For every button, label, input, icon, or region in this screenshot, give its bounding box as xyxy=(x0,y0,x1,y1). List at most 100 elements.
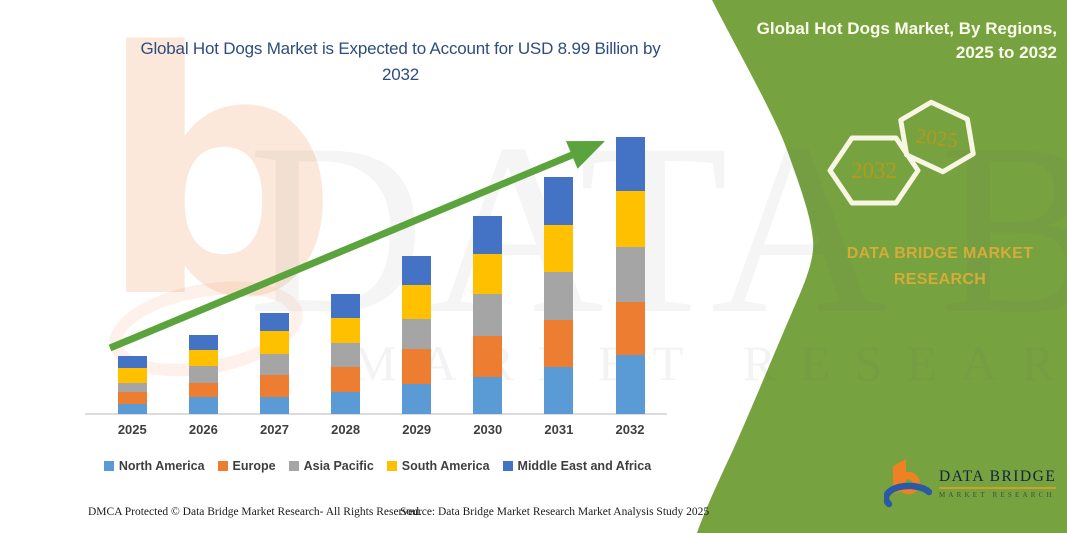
legend-item-asia-pacific: Asia Pacific xyxy=(288,459,374,473)
bar-segment-north-america xyxy=(473,376,503,414)
x-axis-label-2031: 2031 xyxy=(544,422,574,437)
bar-segment-south-america xyxy=(544,224,574,273)
x-axis-line xyxy=(85,413,667,415)
bar-segment-europe xyxy=(260,374,289,397)
x-axis-label-2028: 2028 xyxy=(331,422,361,437)
data-bridge-logo: DATA BRIDGE MARKET RESEARCH xyxy=(884,456,1057,508)
legend-label: South America xyxy=(401,459,490,473)
sidebar-brand-text: DATA BRIDGE MARKET RESEARCH xyxy=(810,241,1067,294)
bar-segment-north-america xyxy=(260,396,289,414)
bar-segment-middle-east-and-africa xyxy=(331,293,361,318)
bar-segment-europe xyxy=(544,320,574,368)
bar-segment-middle-east-and-africa xyxy=(615,137,645,192)
bar-segment-middle-east-and-africa xyxy=(473,216,503,254)
bar-segment-europe xyxy=(473,335,503,377)
legend-item-north-america: North America xyxy=(103,459,205,473)
bar-segment-north-america xyxy=(188,397,218,414)
bar-segment-south-america xyxy=(117,367,147,383)
bar-segment-asia-pacific xyxy=(117,382,147,392)
legend-label: Asia Pacific xyxy=(303,459,374,473)
trend-arrow-icon xyxy=(108,141,605,352)
bar-column-2026 xyxy=(188,334,218,414)
bar-column-2032 xyxy=(615,137,645,414)
sidebar-heading-line2: 2025 to 2032 xyxy=(955,42,1057,62)
bar-column-2030 xyxy=(473,216,503,414)
legend-label: Middle East and Africa xyxy=(517,459,652,473)
x-axis-label-2030: 2030 xyxy=(473,422,503,437)
legend-swatch-icon xyxy=(103,461,114,471)
chart-legend: North America Europe Asia Pacific South Ame… xyxy=(85,459,670,473)
logo-title: DATA BRIDGE xyxy=(939,468,1057,489)
hexagon-2032-label: 2032 xyxy=(851,158,897,183)
bar-segment-asia-pacific xyxy=(260,353,289,375)
bar-segment-south-america xyxy=(615,191,645,248)
watermark-text-data-bridge: DATA BRIDGE xyxy=(248,93,1067,364)
bar-segment-asia-pacific xyxy=(615,247,645,303)
bar-segment-europe xyxy=(615,302,645,356)
watermark-text-market-research: MARKET RESEARCH xyxy=(352,335,1067,391)
bar-segment-north-america xyxy=(331,391,361,414)
year-hexagons: 2032 2025 xyxy=(827,99,976,206)
x-axis-label-2029: 2029 xyxy=(402,422,432,437)
sidebar-brand-line1: DATA BRIDGE MARKET xyxy=(846,245,1034,262)
bar-column-2029 xyxy=(402,255,432,414)
bar-column-2028 xyxy=(331,293,361,414)
green-side-panel xyxy=(697,0,1067,533)
bar-segment-middle-east-and-africa xyxy=(402,255,432,286)
bar-segment-asia-pacific xyxy=(402,318,432,349)
bar-segment-south-america xyxy=(260,331,289,354)
bar-column-2031 xyxy=(544,177,574,414)
bar-column-2027 xyxy=(260,313,289,414)
bar-column-2025 xyxy=(117,355,147,414)
legend-item-south-america: South America xyxy=(386,459,490,473)
bar-segment-asia-pacific xyxy=(331,343,361,367)
legend-label: North America xyxy=(118,459,205,473)
bar-segment-europe xyxy=(188,383,218,398)
bar-segment-south-america xyxy=(473,253,503,294)
bar-segment-north-america xyxy=(117,403,147,414)
sidebar-brand-line2: RESEARCH xyxy=(893,271,987,289)
sidebar-heading: Global Hot Dogs Market, By Regions, 2025… xyxy=(727,17,1057,65)
bar-segment-europe xyxy=(117,391,147,404)
hexagon-2032: 2032 xyxy=(827,135,921,206)
legend-item-middle-east-and-africa: Middle East and Africa xyxy=(502,459,652,473)
chart-title: Global Hot Dogs Market is Expected to Ac… xyxy=(83,36,718,87)
bar-segment-asia-pacific xyxy=(188,366,218,384)
bar-segment-north-america xyxy=(544,367,574,414)
bar-segment-north-america xyxy=(402,383,432,414)
bar-segment-middle-east-and-africa xyxy=(260,313,289,332)
bar-segment-asia-pacific xyxy=(544,272,574,321)
logo-text-block: DATA BRIDGE MARKET RESEARCH xyxy=(939,468,1057,499)
x-axis-label-2032: 2032 xyxy=(615,422,645,437)
bar-segment-middle-east-and-africa xyxy=(117,355,147,368)
watermark-b-logo: b xyxy=(98,0,338,372)
footer-dmca-notice: DMCA Protected © Data Bridge Market Rese… xyxy=(88,506,422,518)
x-axis-label-2025: 2025 xyxy=(117,422,147,437)
legend-swatch-icon xyxy=(386,461,397,471)
bar-segment-asia-pacific xyxy=(473,293,503,336)
bar-segment-middle-east-and-africa xyxy=(544,177,574,225)
logo-subtitle: MARKET RESEARCH xyxy=(939,491,1055,499)
bar-segment-south-america xyxy=(331,317,361,344)
legend-swatch-icon xyxy=(502,461,513,471)
bar-segment-europe xyxy=(331,366,361,392)
legend-label: Europe xyxy=(232,459,276,473)
hexagon-2025-label: 2025 xyxy=(915,124,960,153)
chart-title-line1: Global Hot Dogs Market is Expected to Ac… xyxy=(140,39,661,58)
legend-item-europe: Europe xyxy=(217,459,276,473)
chart-title-line2: 2032 xyxy=(381,64,420,84)
footer-source-note: Source: Data Bridge Market Research Mark… xyxy=(400,506,710,518)
bar-segment-europe xyxy=(402,348,432,384)
bar-segment-south-america xyxy=(402,285,432,319)
bar-segment-middle-east-and-africa xyxy=(188,334,218,350)
legend-swatch-icon xyxy=(217,461,228,471)
x-axis-label-2026: 2026 xyxy=(188,422,218,437)
x-axis-label-2027: 2027 xyxy=(260,422,289,437)
legend-swatch-icon xyxy=(288,461,299,471)
sidebar-heading-line1: Global Hot Dogs Market, By Regions, xyxy=(756,19,1057,38)
bar-segment-south-america xyxy=(188,349,218,367)
hexagon-2025: 2025 xyxy=(898,99,976,175)
data-bridge-logo-icon xyxy=(884,459,932,508)
